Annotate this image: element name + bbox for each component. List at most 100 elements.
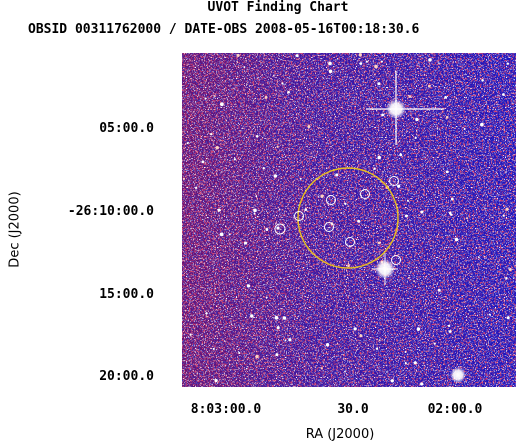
source-marker (360, 189, 370, 199)
star-speck (265, 228, 269, 231)
star-speck (359, 334, 363, 338)
star-speck (416, 327, 421, 331)
star-speck (404, 362, 407, 365)
star-speck (230, 323, 233, 325)
star-speck (408, 276, 410, 279)
star-speck (448, 330, 452, 333)
star-speck (215, 146, 219, 150)
source-markers (274, 176, 401, 265)
star-speck (478, 256, 480, 259)
star-speck (380, 60, 383, 63)
star-speck (506, 62, 510, 65)
star-speck (276, 226, 280, 230)
star-speck (244, 241, 248, 245)
source-marker (274, 223, 286, 235)
star-speck (399, 153, 403, 157)
x-tick-label: 30.0 (337, 402, 369, 417)
star-speck (284, 339, 287, 342)
star-speck (420, 210, 424, 214)
star-speck (406, 199, 409, 202)
star-speck (219, 232, 224, 237)
chart-title: UVOT Finding Chart (207, 0, 349, 15)
star-speck (484, 207, 486, 209)
star-speck (377, 82, 381, 86)
star-speck (273, 174, 278, 178)
star-speck (195, 186, 198, 189)
star-speck (390, 379, 394, 383)
star-speck (433, 342, 436, 345)
star-speck (255, 195, 258, 198)
star-speck (440, 193, 442, 195)
star-speck (420, 382, 424, 386)
star-speck (505, 207, 509, 211)
star-speck (413, 361, 417, 365)
star-speck (255, 134, 259, 138)
star-speck (488, 313, 491, 316)
star-speck (397, 184, 401, 188)
star-speck (288, 338, 292, 342)
y-tick-label: 15:00.0 (99, 287, 154, 302)
source-marker (324, 222, 334, 232)
star-speck (480, 122, 484, 127)
star-speck (325, 343, 330, 347)
star-speck (213, 95, 216, 98)
star-speck (373, 167, 376, 170)
star-speck (212, 347, 215, 350)
star-speck (295, 54, 299, 58)
star-speck (447, 319, 449, 321)
star-speck (277, 139, 279, 141)
star-field (182, 53, 512, 386)
star-speck (304, 208, 308, 211)
star-speck (445, 115, 449, 119)
source-marker (345, 237, 355, 247)
star-speck (413, 280, 416, 283)
star-speck (365, 60, 368, 63)
star-speck (449, 213, 453, 216)
star-speck (358, 53, 362, 57)
star-speck (328, 61, 332, 66)
star-speck (255, 354, 259, 359)
star-speck (438, 62, 440, 64)
star-speck (502, 93, 505, 96)
star-speck (201, 160, 205, 164)
star-speck (342, 358, 345, 360)
star-speck (414, 136, 417, 139)
star-speck (205, 312, 208, 315)
star-speck (508, 268, 512, 271)
star-speck (436, 150, 438, 153)
star-speck (322, 194, 324, 197)
star-speck (344, 370, 346, 373)
star-speck (204, 97, 207, 100)
star-speck (228, 233, 231, 236)
star-speck (427, 84, 431, 88)
star-speck (381, 113, 385, 117)
chart-subtitle: OBSID 00311762000 / DATE-OBS 2008-05-16T… (28, 22, 420, 37)
star-speck (353, 327, 357, 331)
star-speck (220, 102, 224, 107)
star-speck (465, 217, 469, 220)
star-speck (189, 333, 192, 336)
star-speck (481, 79, 484, 82)
star-speck (236, 53, 240, 57)
star-speck (243, 66, 246, 68)
star-speck (372, 283, 374, 286)
source-marker (389, 176, 399, 186)
star-speck (415, 117, 419, 122)
bright-star-bottom (450, 367, 466, 383)
star-speck (444, 96, 448, 99)
star-speck (307, 125, 311, 129)
star-speck (463, 127, 466, 130)
source-marker (326, 195, 336, 205)
star-speck (182, 177, 185, 180)
star-speck (273, 139, 276, 141)
star-speck (217, 208, 221, 212)
star-speck (276, 326, 280, 330)
star-speck (386, 285, 388, 288)
x-axis-label: RA (J2000) (305, 427, 375, 442)
star-speck (238, 352, 241, 354)
star-speck (445, 170, 449, 174)
star-speck (287, 90, 290, 94)
star-speck (340, 212, 343, 214)
star-speck (344, 202, 347, 206)
star-speck (264, 95, 268, 99)
